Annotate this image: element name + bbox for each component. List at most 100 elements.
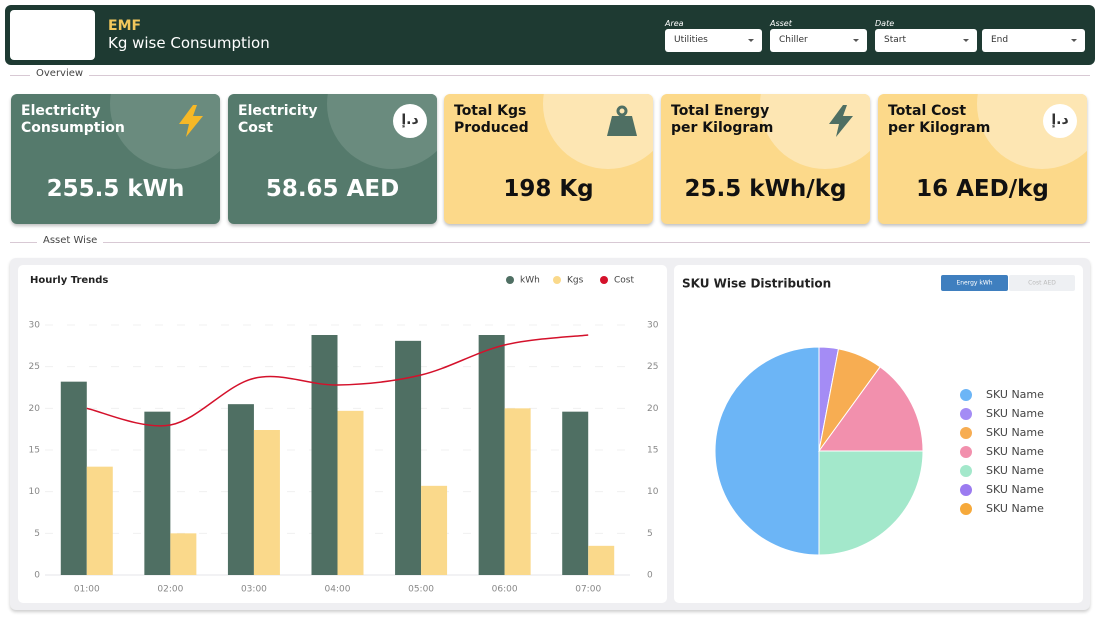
tab-label[interactable]: Cost AED bbox=[1028, 280, 1056, 287]
bar bbox=[478, 335, 505, 575]
card-title-line: Electricity bbox=[21, 103, 101, 119]
legend-swatch bbox=[960, 427, 972, 439]
y-tick-label: 10 bbox=[29, 487, 41, 497]
legend-swatch bbox=[600, 276, 608, 284]
y-tick-label: 0 bbox=[34, 571, 40, 581]
card-value: 198 Kg bbox=[503, 176, 594, 202]
x-tick-label: 04:00 bbox=[325, 585, 351, 595]
filter-label: Asset bbox=[770, 19, 792, 28]
card-title-line: per Kilogram bbox=[888, 120, 991, 136]
card-title-line: Total Energy bbox=[671, 103, 770, 119]
y2-tick-label: 30 bbox=[647, 321, 659, 331]
filter-label: Area bbox=[665, 19, 684, 28]
y2-tick-label: 0 bbox=[647, 571, 653, 581]
bar bbox=[253, 430, 280, 575]
bar bbox=[144, 411, 171, 575]
legend-label: SKU Name bbox=[986, 464, 1044, 477]
legend-swatch bbox=[960, 484, 972, 496]
x-tick-label: 02:00 bbox=[157, 585, 183, 595]
tab[interactable] bbox=[1009, 275, 1075, 291]
legend-swatch bbox=[960, 503, 972, 515]
tab-label[interactable]: Energy kWh bbox=[956, 280, 992, 287]
card-value: 25.5 kWh/kg bbox=[684, 176, 847, 202]
x-tick-label: 07:00 bbox=[575, 585, 601, 595]
section-label: Overview bbox=[30, 68, 90, 79]
bolt-icon bbox=[179, 105, 203, 137]
kpi-card: Total Energy per Kilogram 25.5 kWh/kg bbox=[661, 94, 870, 224]
kpi-card: Electricity Consumption 255.5 kWh bbox=[11, 94, 220, 224]
y2-tick-label: 15 bbox=[647, 446, 658, 456]
header-subtitle: Kg wise Consumption bbox=[108, 34, 270, 52]
legend-swatch bbox=[553, 276, 561, 284]
legend-label: SKU Name bbox=[986, 502, 1044, 515]
filter-dropdown[interactable]: Start bbox=[875, 29, 977, 52]
divider bbox=[10, 242, 1090, 243]
cost-line bbox=[86, 334, 589, 427]
filter-dropdown[interactable]: End bbox=[982, 29, 1085, 52]
pie-slice bbox=[714, 346, 820, 556]
card-title-line: Cost bbox=[238, 120, 273, 136]
card-title: Total Energy per Kilogram bbox=[671, 103, 773, 137]
y-tick-label: 5 bbox=[34, 529, 40, 539]
card-title: Electricity Cost bbox=[238, 103, 317, 137]
chart-title: Hourly Trends bbox=[30, 275, 108, 286]
card-value: 16 AED/kg bbox=[916, 176, 1049, 202]
kpi-card: Electricity Cost د.إ 58.65 AED bbox=[228, 94, 437, 224]
card-value: 255.5 kWh bbox=[46, 176, 185, 202]
kpi-card: Total Kgs Produced 198 Kg bbox=[444, 94, 653, 224]
legend-label: SKU Name bbox=[986, 388, 1044, 401]
header-title: EMF bbox=[108, 18, 142, 34]
bar bbox=[86, 466, 113, 575]
legend-swatch bbox=[960, 389, 972, 401]
y-tick-label: 20 bbox=[29, 404, 41, 414]
card-title-line: Total Kgs bbox=[454, 103, 527, 119]
header: EMF Kg wise Consumption Area Asset Date … bbox=[5, 5, 1095, 65]
bar bbox=[311, 335, 338, 575]
bar bbox=[170, 533, 197, 575]
card-title-line: Produced bbox=[454, 120, 529, 136]
currency-icon: د.إ bbox=[1043, 104, 1077, 138]
y-tick-label: 25 bbox=[29, 362, 40, 372]
bar bbox=[227, 404, 254, 575]
y-tick-label: 30 bbox=[29, 321, 41, 331]
card-title-line: Consumption bbox=[21, 120, 125, 136]
kpi-card: Total Cost per Kilogram د.إ 16 AED/kg bbox=[878, 94, 1087, 224]
card-title-line: Electricity bbox=[238, 103, 318, 119]
chart-title: SKU Wise Distribution bbox=[682, 277, 831, 291]
legend-swatch bbox=[960, 408, 972, 420]
bar bbox=[588, 545, 615, 575]
card-value: 58.65 AED bbox=[265, 176, 400, 202]
bolt-icon bbox=[829, 105, 853, 137]
divider bbox=[10, 75, 1090, 76]
pie-slice bbox=[818, 366, 924, 452]
currency-icon: د.إ bbox=[393, 104, 427, 138]
legend-label: Kgs bbox=[567, 276, 584, 286]
filter-dropdown[interactable]: Utilities bbox=[665, 29, 762, 52]
x-tick-label: 06:00 bbox=[492, 585, 518, 595]
x-tick-label: 03:00 bbox=[241, 585, 267, 595]
y-tick-label: 15 bbox=[29, 446, 40, 456]
x-tick-label: 01:00 bbox=[74, 585, 100, 595]
card-title-line: per Kilogram bbox=[671, 120, 774, 136]
tab-active[interactable] bbox=[941, 275, 1008, 291]
legend-swatch bbox=[506, 276, 514, 284]
legend-label: kWh bbox=[520, 276, 540, 286]
logo bbox=[10, 10, 95, 60]
bar bbox=[562, 411, 589, 575]
legend-label: Cost bbox=[614, 276, 634, 286]
legend-label: SKU Name bbox=[986, 407, 1044, 420]
legend-label: SKU Name bbox=[986, 483, 1044, 496]
card-title-line: Total Cost bbox=[888, 103, 967, 119]
y2-tick-label: 10 bbox=[647, 487, 659, 497]
filter-dropdown[interactable]: Chiller bbox=[770, 29, 867, 52]
bar bbox=[337, 410, 364, 575]
y2-tick-label: 20 bbox=[647, 404, 659, 414]
y2-tick-label: 5 bbox=[647, 529, 653, 539]
bar bbox=[60, 381, 87, 575]
legend-swatch bbox=[960, 465, 972, 477]
card-title: Total Kgs Produced bbox=[454, 103, 529, 137]
x-tick-label: 05:00 bbox=[408, 585, 434, 595]
pie-slice bbox=[818, 450, 924, 556]
